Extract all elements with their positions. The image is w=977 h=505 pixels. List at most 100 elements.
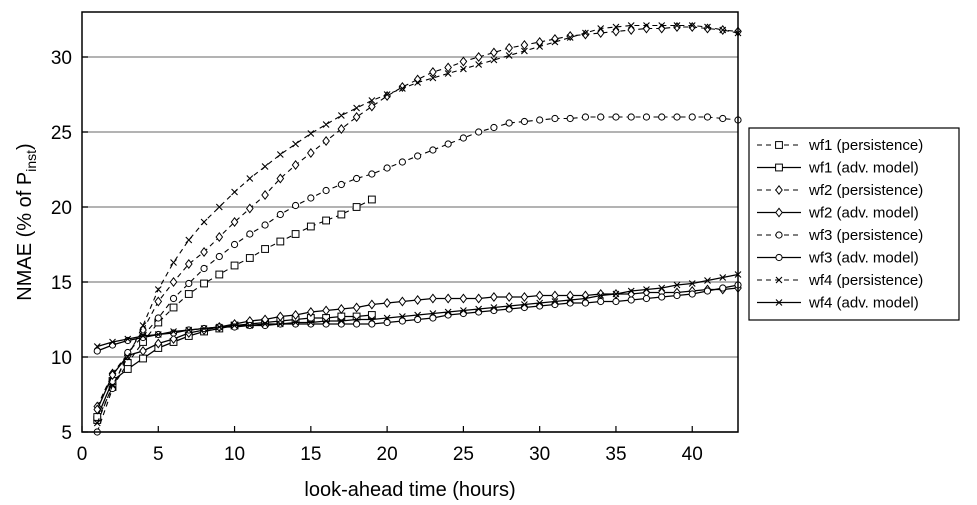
data-point-circle xyxy=(383,318,391,327)
x-tick-label: 25 xyxy=(453,444,474,465)
data-point-cross xyxy=(109,338,116,346)
data-point-circle xyxy=(383,164,391,172)
data-point-cross xyxy=(124,335,132,343)
data-point-diamond xyxy=(413,294,422,306)
data-point-diamond xyxy=(505,42,513,54)
data-point-cross xyxy=(704,23,711,31)
series-5 xyxy=(93,113,742,436)
data-point-cross xyxy=(429,310,437,317)
data-point-circle xyxy=(658,113,666,121)
data-point-cross xyxy=(200,325,208,332)
data-point-circle xyxy=(536,116,544,124)
data-point-diamond xyxy=(261,189,269,201)
x-tick-label: 0 xyxy=(77,444,88,465)
legend-item: wf3 (persistence) xyxy=(757,227,923,244)
data-point-circle xyxy=(612,297,620,306)
data-point-diamond xyxy=(139,345,147,357)
data-point-diamond xyxy=(535,290,544,301)
data-point-cross xyxy=(658,22,666,29)
data-point-cross xyxy=(398,85,406,92)
data-point-cross xyxy=(307,130,315,137)
data-point-diamond xyxy=(291,159,300,171)
data-point-cross xyxy=(536,43,544,50)
data-point-circle xyxy=(612,113,620,121)
data-point-circle xyxy=(627,296,635,304)
data-point-circle xyxy=(658,293,666,301)
data-point-cross xyxy=(292,140,299,148)
data-point-cross xyxy=(414,79,422,86)
data-point-cross xyxy=(551,38,559,46)
x-tick-label: 15 xyxy=(300,444,321,465)
data-point-diamond xyxy=(474,51,483,63)
data-point-diamond xyxy=(474,293,483,304)
data-point-cross xyxy=(215,323,223,331)
data-point-circle xyxy=(459,134,467,142)
data-point-square xyxy=(123,365,132,373)
data-point-diamond xyxy=(245,203,254,214)
data-point-cross xyxy=(322,317,330,325)
data-point-square xyxy=(169,303,178,312)
data-point-circle xyxy=(307,194,315,202)
data-point-square xyxy=(306,222,315,231)
data-point-circle xyxy=(215,252,223,261)
data-point-circle xyxy=(505,119,513,127)
data-point-cross xyxy=(719,274,727,281)
data-point-square xyxy=(276,237,285,246)
data-point-cross xyxy=(612,290,620,298)
data-point-cross xyxy=(368,316,376,323)
data-point-cross xyxy=(154,286,162,293)
data-point-cross xyxy=(444,70,452,77)
data-point-cross xyxy=(154,331,162,338)
data-point-circle xyxy=(673,113,681,121)
y-tick-label: 10 xyxy=(51,348,72,369)
data-point-cross xyxy=(475,61,483,68)
data-point-cross xyxy=(460,307,467,314)
data-point-circle xyxy=(93,347,101,355)
data-point-circle xyxy=(627,113,635,121)
data-point-cross xyxy=(185,236,193,244)
data-point-cross xyxy=(139,332,147,340)
data-point-diamond xyxy=(627,24,636,36)
data-point-circle xyxy=(322,186,330,195)
data-point-cross xyxy=(688,280,696,287)
data-point-circle xyxy=(566,114,574,123)
data-point-diamond xyxy=(93,404,102,415)
data-point-cross xyxy=(536,299,544,307)
data-point-diamond xyxy=(596,27,605,39)
data-point-square xyxy=(367,195,376,204)
data-point-cross xyxy=(261,163,269,170)
data-point-cross xyxy=(490,56,498,64)
series-7 xyxy=(93,22,742,427)
legend-item: wf1 (persistence) xyxy=(757,137,923,154)
data-point-diamond xyxy=(337,123,346,135)
data-point-cross xyxy=(368,97,376,104)
data-point-circle xyxy=(154,314,162,322)
data-point-diamond xyxy=(520,291,529,303)
series-1 xyxy=(93,195,376,424)
x-tick-label: 5 xyxy=(153,444,164,465)
data-point-square xyxy=(200,279,208,288)
data-point-diamond xyxy=(490,47,498,58)
data-point-diamond xyxy=(505,291,513,303)
data-point-square xyxy=(261,245,269,253)
data-point-circle xyxy=(703,113,712,121)
data-point-cross xyxy=(775,299,783,306)
data-point-circle xyxy=(246,230,254,238)
legend-item: wf4 (persistence) xyxy=(757,272,923,289)
data-point-circle xyxy=(291,201,300,210)
data-point-circle xyxy=(642,294,651,303)
legend-label: wf2 (persistence) xyxy=(808,182,923,199)
data-point-diamond xyxy=(154,296,163,307)
data-point-diamond xyxy=(551,33,559,45)
data-point-circle xyxy=(429,146,437,154)
y-tick-label: 5 xyxy=(61,423,72,444)
data-point-diamond xyxy=(429,66,437,78)
data-point-cross xyxy=(460,65,467,73)
legend-label: wf3 (adv. model) xyxy=(808,250,919,267)
data-point-circle xyxy=(475,128,483,136)
data-point-diamond xyxy=(307,147,315,159)
data-point-diamond xyxy=(184,258,193,270)
data-point-diamond xyxy=(352,111,361,123)
data-point-diamond xyxy=(551,290,559,301)
data-point-cross xyxy=(566,34,574,41)
